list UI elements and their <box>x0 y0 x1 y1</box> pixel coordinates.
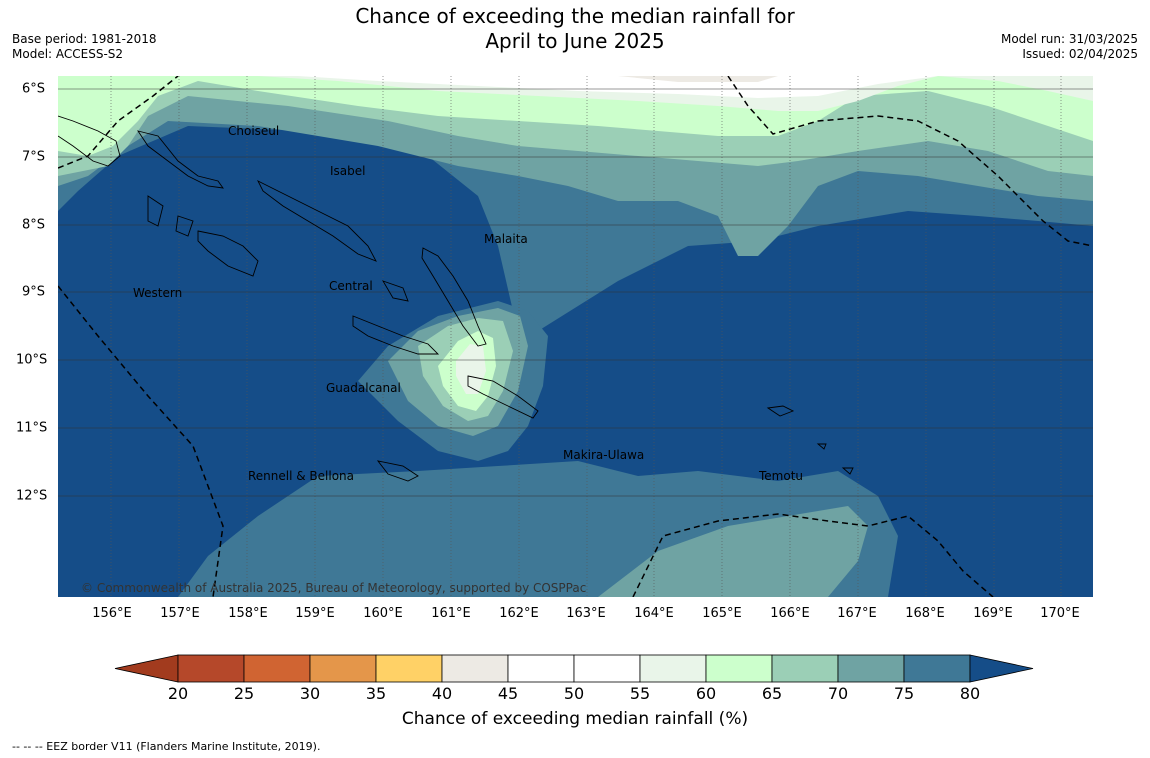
label-isabel: Isabel <box>330 164 365 178</box>
lon-label: 166°E <box>770 606 810 621</box>
base-info: Base period: 1981-2018 Model: ACCESS-S2 <box>12 32 157 62</box>
colorbar-tick: 65 <box>761 684 783 703</box>
colorbar-tick: 25 <box>233 684 255 703</box>
guadalcanal-outline <box>352 315 440 355</box>
model-run: Model run: 31/03/2025 <box>1000 32 1138 46</box>
label-temotu: Temotu <box>758 469 803 483</box>
map-svg: Choiseul Isabel Malaita Western Central … <box>58 76 1093 597</box>
malaita-outline <box>421 247 487 347</box>
colorbar-tick: 50 <box>563 684 585 703</box>
choiseul-outline <box>136 130 224 189</box>
new-georgia-outline <box>147 195 259 277</box>
contour-70-south <box>598 506 868 597</box>
lon-label: 156°E <box>92 606 132 621</box>
title-line-1: Chance of exceeding the median rainfall … <box>355 4 795 28</box>
colorbar-extend-high <box>969 654 1034 683</box>
lon-label: 159°E <box>295 606 335 621</box>
lon-label: 163°E <box>566 606 606 621</box>
temotu-outline <box>766 405 854 475</box>
latitude-lines <box>58 88 1093 497</box>
lat-label: 11°S <box>16 420 48 436</box>
lon-label: 161°E <box>431 606 471 621</box>
colorbar-segment <box>375 654 443 683</box>
bougainville-outline <box>58 115 121 167</box>
forecast-map: Choiseul Isabel Malaita Western Central … <box>58 76 1093 597</box>
lat-label: 6°S <box>22 81 46 97</box>
eez-legend: -- -- -- EEZ border V11 (Flanders Marine… <box>12 740 321 753</box>
lon-label: 167°E <box>837 606 877 621</box>
label-western: Western <box>133 286 182 300</box>
lon-label: 160°E <box>363 606 403 621</box>
label-central: Central <box>329 279 373 293</box>
eez-border <box>58 76 1093 597</box>
colorbar-segment <box>441 654 509 683</box>
lon-label: 165°E <box>702 606 742 621</box>
colorbar-segment <box>177 654 245 683</box>
lon-label: 162°E <box>499 606 539 621</box>
lat-label: 10°S <box>16 352 48 368</box>
colorbar-segment <box>705 654 773 683</box>
colorbar-tick: 80 <box>959 684 981 703</box>
base-period: Base period: 1981-2018 <box>12 32 157 46</box>
colorbar-tick: 30 <box>299 684 321 703</box>
lon-label: 170°E <box>1040 606 1080 621</box>
colorbar-tick: 55 <box>629 684 651 703</box>
issued-date: Issued: 02/04/2025 <box>1022 47 1138 61</box>
lat-label: 9°S <box>22 284 46 300</box>
run-info: Model run: 31/03/2025 Issued: 02/04/2025 <box>1001 32 1138 62</box>
contour-55-guadal <box>456 344 486 394</box>
colorbar-tick: 70 <box>827 684 849 703</box>
colorbar-tick: 60 <box>695 684 717 703</box>
label-guadalcanal: Guadalcanal <box>326 381 401 395</box>
label-malaita: Malaita <box>484 232 528 246</box>
lon-label: 158°E <box>228 606 268 621</box>
lon-label: 168°E <box>905 606 945 621</box>
lon-label: 169°E <box>973 606 1013 621</box>
lon-label: 164°E <box>634 606 674 621</box>
colorbar-tick: 35 <box>365 684 387 703</box>
contour-45 <box>618 76 778 82</box>
colorbar-segment <box>309 654 377 683</box>
map-title: Chance of exceeding the median rainfall … <box>0 4 1150 54</box>
colorbar-tick: 75 <box>893 684 915 703</box>
copyright-note: © Commonwealth of Australia 2025, Bureau… <box>81 581 586 595</box>
islands <box>58 115 854 482</box>
model-name: Model: ACCESS-S2 <box>12 47 124 61</box>
colorbar-tick: 45 <box>497 684 519 703</box>
colorbar-segment <box>903 654 971 683</box>
label-makira: Makira-Ulawa <box>563 448 644 462</box>
colorbar-segment <box>771 654 839 683</box>
label-rennell: Rennell & Bellona <box>248 469 354 483</box>
colorbar-title: Chance of exceeding median rainfall (%) <box>401 709 749 729</box>
lat-label: 7°S <box>22 149 46 165</box>
colorbar-segment <box>573 654 641 683</box>
rennell-outline <box>376 460 419 482</box>
colorbar-extend-low <box>114 654 179 683</box>
colorbar-tick: 40 <box>431 684 453 703</box>
lat-label: 12°S <box>16 488 48 504</box>
makira-outline <box>467 375 539 419</box>
colorbar-segment <box>837 654 905 683</box>
title-line-2: April to June 2025 <box>485 29 665 53</box>
nggela-outline <box>381 280 409 302</box>
lat-label: 8°S <box>22 217 46 233</box>
lon-label: 157°E <box>160 606 200 621</box>
colorbar-segment <box>639 654 707 683</box>
label-choiseul: Choiseul <box>228 124 279 138</box>
colorbar-segment <box>243 654 311 683</box>
isabel-outline <box>256 179 377 262</box>
colorbar-tick: 20 <box>167 684 189 703</box>
colorbar-segment <box>507 654 575 683</box>
colorbar <box>114 654 1034 683</box>
